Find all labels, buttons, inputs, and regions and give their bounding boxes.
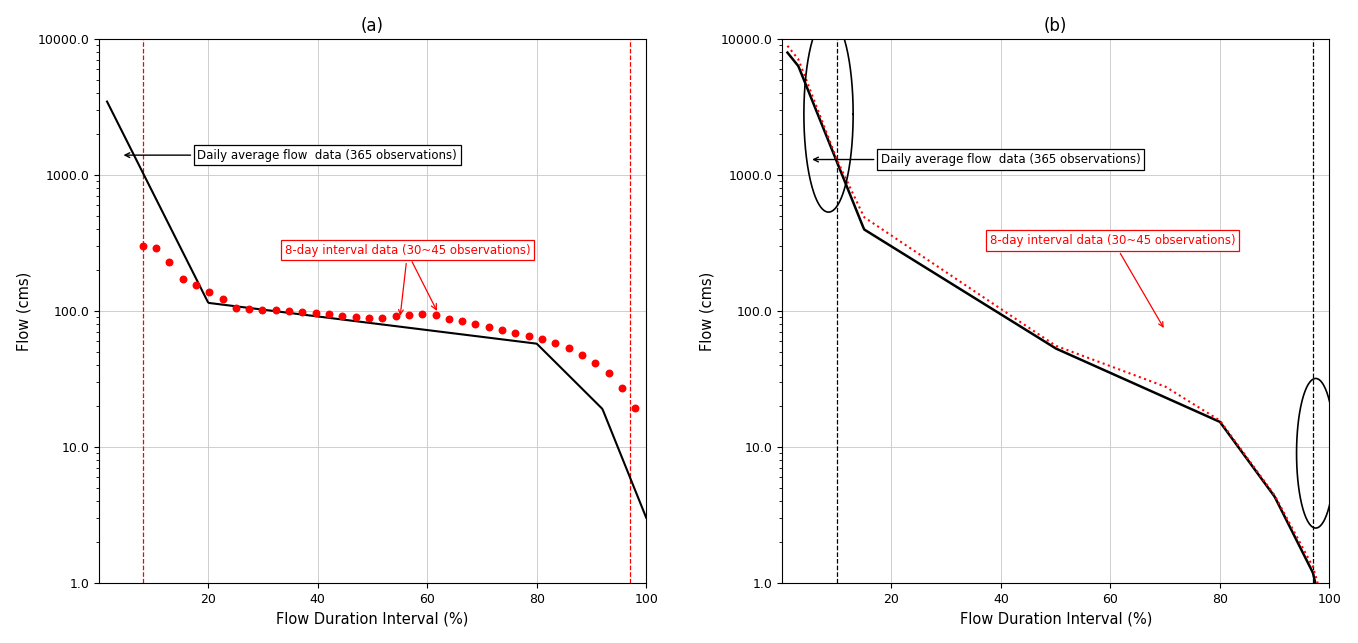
Text: Daily average flow  data (365 observations): Daily average flow data (365 observation… xyxy=(125,149,458,161)
Point xyxy=(345,312,367,322)
Point xyxy=(584,358,606,368)
Text: 8-day interval data (30~45 observations): 8-day interval data (30~45 observations) xyxy=(990,234,1236,327)
Point xyxy=(531,334,553,345)
X-axis label: Flow Duration Interval (%): Flow Duration Interval (%) xyxy=(276,611,469,626)
Point xyxy=(478,322,500,332)
Point xyxy=(505,327,527,338)
Point xyxy=(318,309,340,320)
Point xyxy=(331,311,353,321)
Point xyxy=(625,403,646,413)
Point xyxy=(425,310,447,320)
Point xyxy=(145,243,167,253)
Point xyxy=(159,257,181,267)
Y-axis label: Flow (cms): Flow (cms) xyxy=(699,271,714,350)
Point xyxy=(185,280,206,290)
Point xyxy=(265,305,287,315)
Point xyxy=(304,308,326,318)
Point xyxy=(251,304,273,314)
Title: (b): (b) xyxy=(1044,17,1067,35)
Point xyxy=(598,368,619,379)
Point xyxy=(411,309,433,319)
Point xyxy=(225,303,247,313)
Point xyxy=(439,313,460,323)
Point xyxy=(384,311,406,322)
Point xyxy=(292,307,314,317)
Point xyxy=(198,287,220,297)
Point xyxy=(372,312,394,323)
X-axis label: Flow Duration Interval (%): Flow Duration Interval (%) xyxy=(960,611,1152,626)
Point xyxy=(545,338,566,348)
Point xyxy=(132,241,153,251)
Point xyxy=(359,313,380,323)
Point xyxy=(558,342,580,352)
Point xyxy=(492,325,513,335)
Y-axis label: Flow (cms): Flow (cms) xyxy=(16,271,31,350)
Point xyxy=(572,349,593,359)
Point xyxy=(278,306,300,316)
Point xyxy=(611,383,633,394)
Text: Daily average flow  data (365 observations): Daily average flow data (365 observation… xyxy=(813,153,1141,166)
Point xyxy=(451,316,473,327)
Text: 8-day interval data (30~45 observations): 8-day interval data (30~45 observations) xyxy=(285,244,531,314)
Point xyxy=(517,331,539,341)
Point xyxy=(464,319,486,329)
Point xyxy=(212,294,234,305)
Point xyxy=(238,303,259,314)
Point xyxy=(398,310,420,320)
Point xyxy=(171,273,193,284)
Title: (a): (a) xyxy=(361,17,384,35)
